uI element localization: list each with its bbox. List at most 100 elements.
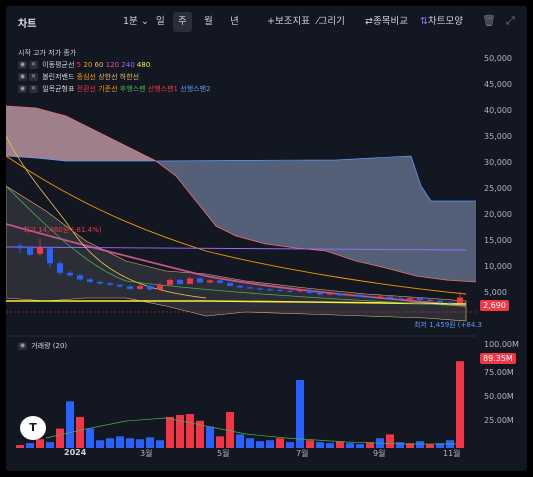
ichi-chikou: 후행스팬 [119, 85, 146, 93]
candle-body [257, 288, 263, 290]
volume-bar [426, 444, 434, 448]
candle-body [297, 290, 303, 292]
candle-body [77, 275, 83, 280]
candle-body [337, 293, 343, 296]
candle-body [17, 245, 23, 249]
ma-legend: ◉ ✕ 이동평균선 5 20 60 120 240 480 [18, 60, 150, 70]
current-price-tag: 2,690 [480, 300, 509, 311]
volume-bar [206, 426, 214, 448]
close-icon[interactable]: ✕ [29, 73, 38, 81]
bb-mid: 중심선 [76, 73, 96, 81]
trash-icon[interactable]: 🗑 [482, 14, 496, 27]
ichi-label: 일목균형표 [42, 85, 75, 93]
candle-body [437, 300, 443, 303]
eye-icon[interactable]: ◉ [18, 342, 27, 350]
eye-icon[interactable]: ◉ [18, 85, 27, 93]
price-tick: 25,000 [484, 184, 512, 193]
time-tick: 5월 [217, 449, 230, 458]
volume-bar [226, 412, 234, 448]
volume-bar [386, 434, 394, 448]
candle-body [317, 292, 323, 295]
price-tick: 15,000 [484, 236, 512, 245]
price-chart[interactable] [6, 36, 476, 471]
volume-bar [156, 440, 164, 448]
volume-label: 거래량 (20) [31, 342, 68, 350]
candle-body [427, 299, 433, 301]
kumo-bullish [6, 106, 156, 161]
plus-icon: + [267, 16, 275, 27]
volume-tick: 25.00M [484, 416, 514, 425]
volume-bar [456, 361, 464, 448]
volume-bars [16, 361, 464, 448]
candle-body [117, 284, 123, 287]
ma-120: 120 [105, 61, 120, 69]
pencil-icon: ⁄ [317, 16, 319, 27]
volume-legend: ◉ 거래량 (20) [18, 341, 67, 351]
chart-style-label: 차트모양 [427, 16, 463, 27]
close-icon[interactable]: ✕ [29, 61, 38, 69]
candle-body [97, 281, 103, 284]
close-icon[interactable]: ✕ [29, 85, 38, 93]
period-day-button[interactable]: 일 [156, 16, 165, 27]
volume-bar [416, 441, 424, 448]
candle-body [307, 290, 313, 293]
volume-bar [56, 428, 64, 448]
bb-label: 볼린저밴드 [42, 73, 75, 81]
candle-body [137, 285, 143, 289]
volume-bar [356, 444, 364, 448]
volume-bar [36, 439, 44, 448]
tradingview-logo[interactable]: T [20, 416, 46, 440]
ichimoku-legend: ◉ ✕ 일목균형표 전환선 기준선 후행스팬 선행스팬1 선행스팬2 [18, 84, 210, 94]
volume-bar [96, 440, 104, 448]
eye-icon[interactable]: ◉ [18, 73, 27, 81]
chart-window: 차트 1분 ⌄ 일 주 월 년 +보조지표 ⁄그리기 ⇄종목비교 ⇅차트모양 🗑… [6, 6, 527, 471]
ichi-kijun: 기준선 [98, 85, 118, 93]
interval-dropdown[interactable]: 1분 ⌄ [118, 12, 154, 32]
high-annotation: 최고 14,480원 (-81.4%) [23, 226, 102, 234]
volume-bar [326, 443, 334, 448]
period-week-button[interactable]: 주 [173, 12, 192, 32]
period-month-button[interactable]: 월 [204, 16, 213, 27]
volume-ma [45, 417, 456, 445]
candle-body [157, 284, 163, 290]
time-tick: 3월 [140, 449, 153, 458]
candle-body [367, 296, 373, 298]
ma-5: 5 [76, 61, 82, 69]
volume-bar [126, 438, 134, 448]
chart-style-button[interactable]: ⇅차트모양 [415, 12, 468, 32]
volume-bar [146, 437, 154, 448]
volume-bar [256, 441, 264, 448]
compare-button[interactable]: ⇄종목비교 [360, 12, 413, 32]
volume-bar [276, 438, 284, 448]
price-tick: 40,000 [484, 106, 512, 115]
volume-bar [176, 414, 184, 448]
compare-icon: ⇄ [365, 16, 373, 27]
time-tick: 2024 [64, 448, 87, 457]
candle-body [217, 280, 223, 283]
candle-body [417, 297, 423, 300]
draw-button[interactable]: ⁄그리기 [312, 12, 350, 32]
volume-bar [436, 443, 444, 448]
compare-label: 종목비교 [372, 16, 408, 27]
eye-icon[interactable]: ◉ [18, 61, 27, 69]
volume-tick: 75.00M [484, 368, 514, 377]
fullscreen-icon[interactable]: ⤢ [506, 14, 515, 27]
ma-60: 60 [94, 61, 104, 69]
indicators-button[interactable]: +보조지표 [262, 12, 315, 32]
ichi-tenkan: 전환선 [76, 85, 96, 93]
indicators-label: 보조지표 [274, 16, 310, 27]
volume-bar [346, 443, 354, 448]
volume-bar [236, 434, 244, 448]
volume-bar [116, 436, 124, 448]
interval-label: 1분 [123, 16, 138, 27]
candle-body [177, 279, 183, 284]
period-year-button[interactable]: 년 [230, 16, 239, 27]
low-annotation: 최저 1,459원 (+84.3 [414, 321, 482, 329]
volume-bar [286, 442, 294, 448]
ma-20: 20 [83, 61, 93, 69]
candle-body [167, 279, 173, 285]
volume-bar [46, 442, 54, 448]
ma-label: 이동평균선 [42, 61, 75, 69]
volume-bar [196, 420, 204, 448]
candle-body [107, 283, 113, 285]
